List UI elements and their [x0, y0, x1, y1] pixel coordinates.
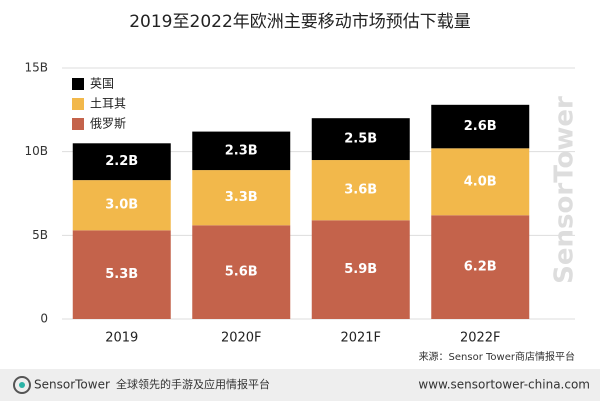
value-label: 2.2B — [105, 154, 138, 169]
footer-tagline: 全球领先的手游及应用情报平台 — [116, 377, 270, 391]
bar-segment — [431, 215, 530, 319]
footer-url: www.sensortower-china.com — [418, 378, 590, 392]
bar-segment — [431, 148, 530, 216]
footer-bar — [0, 369, 600, 401]
legend-swatch — [72, 78, 84, 90]
x-tick-label: 2019 — [105, 331, 138, 346]
value-label: 6.2B — [464, 260, 497, 275]
y-tick-label: 15B — [24, 61, 48, 75]
value-label: 2.3B — [225, 143, 258, 158]
bar-segment — [72, 180, 171, 231]
bar-segment — [192, 131, 291, 171]
value-label: 3.6B — [344, 183, 377, 198]
source: 来源：Sensor Tower商店情报平台 — [419, 350, 575, 363]
bar-segment — [311, 118, 410, 161]
value-label: 4.0B — [464, 174, 497, 189]
bar-segment — [311, 220, 410, 319]
bar-segment — [72, 143, 171, 181]
legend-label: 俄罗斯 — [90, 117, 126, 131]
footer-logo-dot — [19, 382, 25, 388]
bar-segment — [192, 225, 291, 319]
y-tick-label: 0 — [40, 312, 48, 326]
y-tick-label: 5B — [32, 228, 48, 242]
value-label: 5.9B — [344, 262, 377, 277]
footer-brand: SensorTower — [34, 378, 110, 392]
bar-segment — [311, 160, 410, 221]
x-tick-label: 2020F — [221, 331, 262, 346]
bar-segment — [431, 104, 530, 149]
value-label: 2.6B — [464, 119, 497, 134]
bar-segment — [72, 230, 171, 319]
footer-logo — [13, 376, 31, 394]
y-tick-label: 10B — [24, 144, 48, 158]
legend-swatch — [72, 118, 84, 130]
value-label: 2.5B — [344, 132, 377, 147]
x-tick-label: 2022F — [460, 331, 501, 346]
legend-swatch — [72, 98, 84, 110]
value-label: 5.3B — [105, 267, 138, 282]
value-label: 3.0B — [105, 198, 138, 213]
value-label: 5.6B — [225, 265, 258, 280]
legend-label: 英国 — [90, 77, 114, 91]
legend-label: 土耳其 — [90, 97, 126, 111]
chart-title: 2019至2022年欧洲主要移动市场预估下载量 — [129, 12, 471, 32]
bar-segment — [192, 170, 291, 226]
x-tick-label: 2021F — [340, 331, 381, 346]
watermark: SensorTower — [550, 96, 580, 284]
value-label: 3.3B — [225, 190, 258, 205]
